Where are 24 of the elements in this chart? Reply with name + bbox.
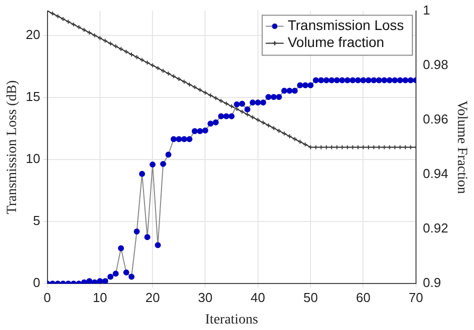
y-tick-label: 20 <box>26 27 40 42</box>
y-tick-label: 5 <box>33 213 40 228</box>
x-tick-label: 40 <box>250 290 266 305</box>
y2-tick-label: 0.94 <box>422 166 448 182</box>
x-tick-label: 70 <box>408 290 424 305</box>
x-tick-label: 0 <box>44 290 51 305</box>
y-tick-label: 10 <box>26 151 40 166</box>
y2-tick-label: 1 <box>422 2 430 18</box>
y2-tick-label: 0.92 <box>422 220 448 236</box>
y-axis-title: Transmission Loss (dB) <box>5 80 20 214</box>
y-tick-label: 0 <box>33 275 40 290</box>
legend-label: Transmission Loss <box>288 17 404 34</box>
y2-tick-label: 0.96 <box>422 112 448 126</box>
x-tick-label: 30 <box>198 290 212 305</box>
y-tick-label: 15 <box>26 89 40 104</box>
y2-tick-label: 0.98 <box>422 56 448 72</box>
y2-tick-label: 0.9 <box>422 275 441 290</box>
x-tick-label: 50 <box>303 290 318 305</box>
x-axis-title: Iterations <box>205 312 258 328</box>
x-tick-label: 10 <box>92 290 108 305</box>
x-tick-label: 60 <box>356 290 370 305</box>
legend-label: Volume fraction <box>288 34 384 50</box>
x-tick-label: 20 <box>145 290 160 305</box>
y2-axis-title: Volume Fraction <box>454 100 469 194</box>
